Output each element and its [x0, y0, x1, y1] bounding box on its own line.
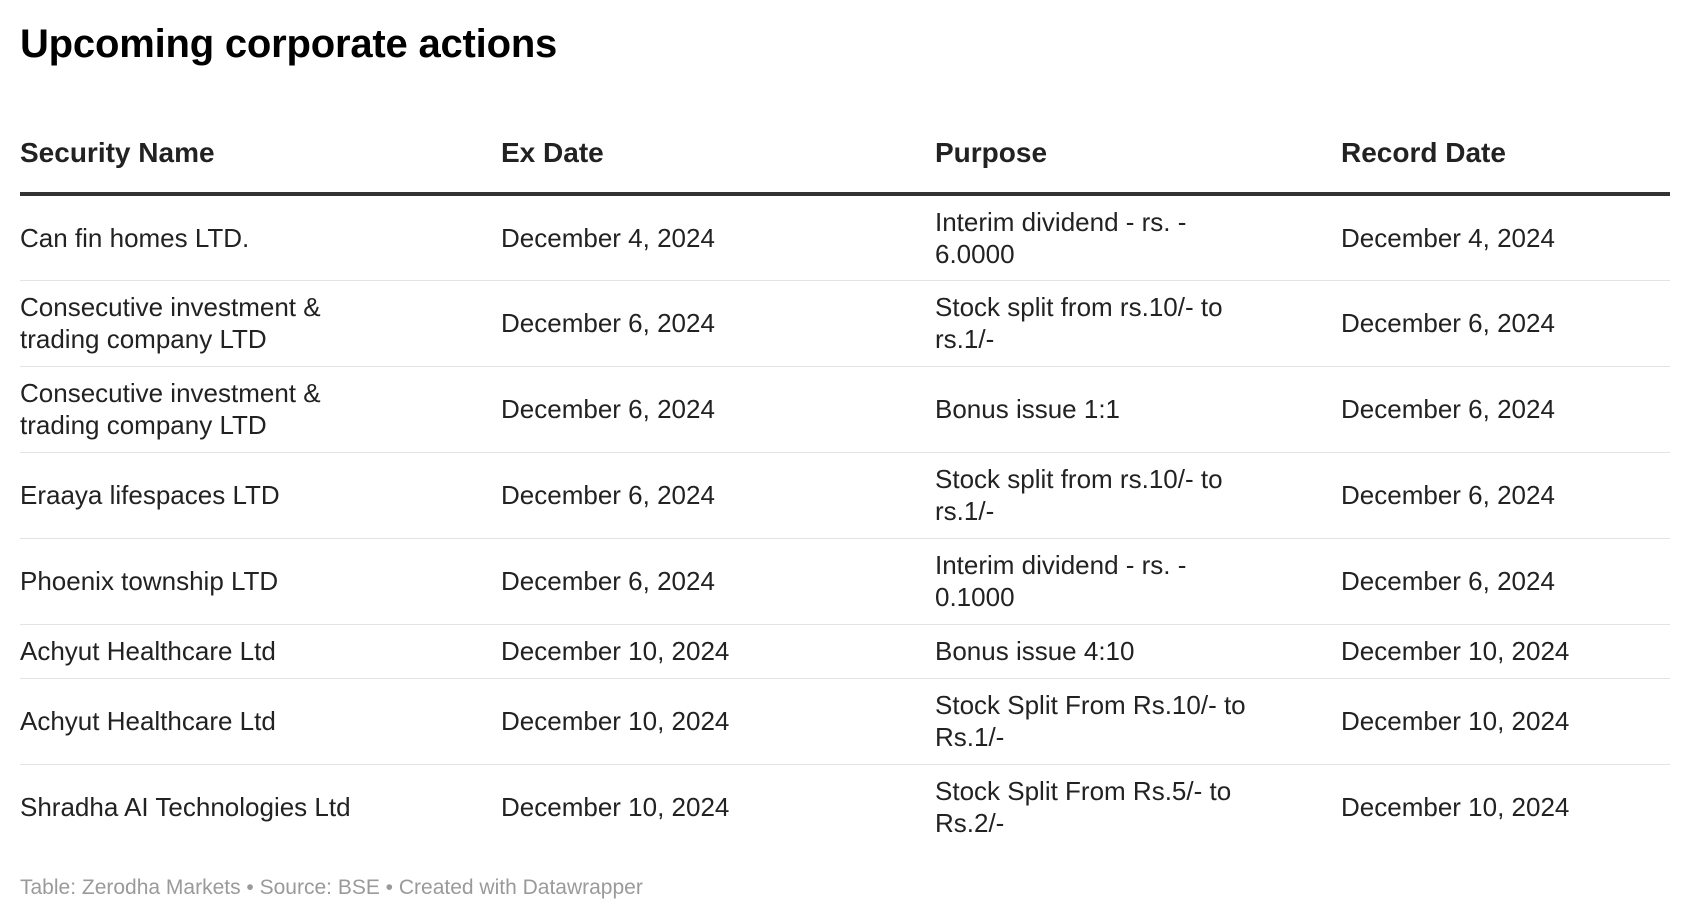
header-purpose[interactable]: Purpose	[935, 114, 1341, 196]
cell-record-date: December 10, 2024	[1341, 792, 1570, 823]
cell-record-date: December 6, 2024	[1341, 452, 1670, 539]
cell-security-name: Achyut Healthcare Ltd	[20, 624, 501, 679]
cell-purpose: Stock Split From Rs.10/- to Rs.1/-	[935, 678, 1341, 765]
table-row: Consecutive investment & trading company…	[20, 280, 1670, 367]
source-footer: Table: Zerodha Markets • Source: BSE • C…	[20, 876, 643, 899]
cell-security-name: Eraaya lifespaces LTD	[20, 452, 501, 539]
header-security-name[interactable]: Security Name	[20, 114, 501, 196]
cell-security-name: Shradha AI Technologies Ltd	[20, 792, 351, 823]
cell-security-name: Can fin homes LTD.	[20, 194, 501, 281]
table-container: Upcoming corporate actions Security Name…	[20, 0, 1670, 850]
cell-purpose: Stock Split From Rs.5/- to Rs.2/-	[935, 776, 1232, 839]
cell-purpose: Bonus issue 4:10	[935, 624, 1341, 679]
cell-ex-date: December 10, 2024	[501, 792, 730, 823]
cell-security-name: Achyut Healthcare Ltd	[20, 678, 501, 765]
cell-ex-date: December 6, 2024	[501, 452, 935, 539]
table-row: Can fin homes LTD. December 4, 2024 Inte…	[20, 194, 1670, 281]
table-row: Phoenix township LTD December 6, 2024 In…	[20, 538, 1670, 625]
cell-record-date: December 6, 2024	[1341, 366, 1670, 453]
corporate-actions-table: Security Name Ex Date Purpose Record Dat…	[20, 114, 1670, 850]
page-title: Upcoming corporate actions	[20, 22, 558, 66]
cell-purpose: Interim dividend - rs. - 6.0000	[935, 194, 1341, 281]
cell-ex-date: December 4, 2024	[501, 194, 935, 281]
cell-record-date: December 6, 2024	[1341, 280, 1670, 367]
cell-record-date: December 6, 2024	[1341, 538, 1670, 625]
cell-ex-date: December 6, 2024	[501, 366, 935, 453]
table-row: Achyut Healthcare Ltd December 10, 2024 …	[20, 678, 1670, 765]
header-ex-date[interactable]: Ex Date	[501, 114, 935, 196]
cell-ex-date: December 6, 2024	[501, 280, 935, 367]
header-row: Security Name Ex Date Purpose Record Dat…	[20, 114, 1670, 196]
cell-security-name: Phoenix township LTD	[20, 538, 501, 625]
cell-record-date: December 10, 2024	[1341, 624, 1670, 679]
cell-record-date: December 10, 2024	[1341, 678, 1670, 765]
cell-ex-date: December 10, 2024	[501, 678, 935, 765]
table-row: Eraaya lifespaces LTD December 6, 2024 S…	[20, 452, 1670, 539]
cell-security-name: Consecutive investment & trading company…	[20, 280, 501, 367]
cell-ex-date: December 10, 2024	[501, 624, 935, 679]
cell-purpose: Stock split from rs.10/- to rs.1/-	[935, 280, 1341, 367]
cell-record-date: December 4, 2024	[1341, 194, 1670, 281]
table-row: Achyut Healthcare Ltd December 10, 2024 …	[20, 624, 1670, 679]
table-row: Consecutive investment & trading company…	[20, 366, 1670, 453]
cell-ex-date: December 6, 2024	[501, 538, 935, 625]
table-row: Shradha AI Technologies Ltd December 10,…	[20, 764, 1670, 850]
cell-purpose: Bonus issue 1:1	[935, 366, 1341, 453]
cell-security-name: Consecutive investment & trading company…	[20, 366, 501, 453]
table-body: Can fin homes LTD. December 4, 2024 Inte…	[20, 194, 1670, 850]
header-record-date[interactable]: Record Date	[1341, 114, 1670, 196]
table-header: Security Name Ex Date Purpose Record Dat…	[20, 114, 1670, 196]
cell-purpose: Interim dividend - rs. - 0.1000	[935, 538, 1341, 625]
cell-purpose: Stock split from rs.10/- to rs.1/-	[935, 452, 1341, 539]
